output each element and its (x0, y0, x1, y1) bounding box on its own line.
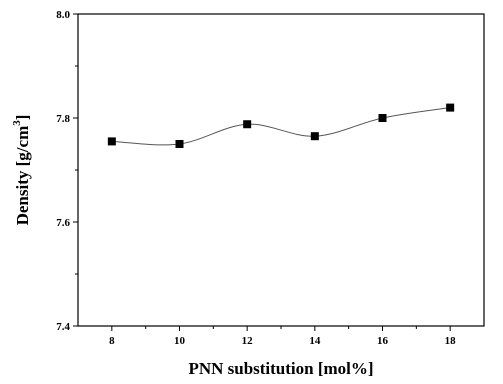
data-point-marker (107, 137, 116, 146)
plot-area: 8 10 12 14 16 18 7.4 7.6 7.8 8.0 (56, 9, 485, 347)
smooth-trend-curve (111, 107, 451, 146)
data-point-marker (243, 120, 252, 129)
x-tick-label: 14 (309, 335, 321, 347)
x-tick-label: 8 (109, 335, 115, 347)
y-ticks: 7.4 7.6 7.8 8.0 (56, 9, 78, 333)
y-tick-label: 7.4 (56, 321, 70, 333)
y-tick-label: 7.8 (56, 113, 70, 125)
y-axis-title: Density [g/cm3] (11, 115, 32, 226)
y-axis-title-close: ] (13, 115, 32, 121)
plot-frame (77, 13, 485, 327)
y-tick-label: 7.6 (56, 217, 70, 229)
x-axis-title: PNN substitution [mol%] (188, 359, 373, 378)
x-tick-label: 10 (174, 335, 186, 347)
y-axis-title-text: Density [g/cm (13, 126, 32, 226)
data-points (107, 103, 455, 148)
x-ticks: 8 10 12 14 16 18 (109, 326, 456, 347)
data-point-marker (310, 132, 319, 141)
x-tick-label: 18 (445, 335, 457, 347)
data-point-marker (446, 103, 455, 112)
y-tick-label: 8.0 (56, 9, 70, 21)
x-tick-label: 12 (242, 335, 254, 347)
data-point-marker (378, 114, 387, 122)
data-point-marker (175, 140, 184, 148)
x-tick-label: 16 (377, 335, 389, 347)
y-axis-title-superscript: 3 (11, 120, 23, 126)
